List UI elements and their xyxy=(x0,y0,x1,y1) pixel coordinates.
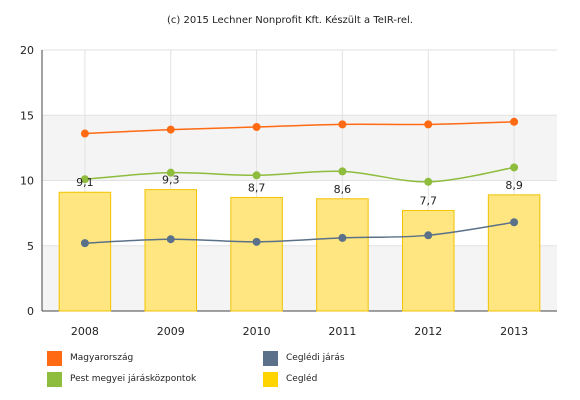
series-point xyxy=(510,163,519,172)
bar xyxy=(144,189,197,312)
y-tick-label: 20 xyxy=(20,44,34,57)
bar xyxy=(487,194,541,312)
legend-label-cegledi-jaras: Ceglédi járás xyxy=(286,353,345,363)
series-line xyxy=(84,121,515,135)
series-point xyxy=(424,231,433,240)
x-tick-label: 2009 xyxy=(157,325,185,338)
bar-data-label: 9,3 xyxy=(162,174,180,187)
series-point xyxy=(80,239,89,248)
y-tick-label: 0 xyxy=(27,305,34,318)
series-point xyxy=(80,129,89,138)
x-tick-label: 2013 xyxy=(500,325,528,338)
bar-data-label: 7,7 xyxy=(420,195,438,208)
x-tick-label: 2010 xyxy=(243,325,271,338)
series-point xyxy=(338,233,347,242)
legend-item-pest-megyei[interactable]: Pest megyei járásközpontok xyxy=(47,371,196,387)
series-point xyxy=(424,177,433,186)
x-tick-label: 2012 xyxy=(414,325,442,338)
legend-label-pest-megyei: Pest megyei járásközpontok xyxy=(70,374,197,384)
legend-item-cegled[interactable]: Cegléd xyxy=(263,371,317,387)
bar xyxy=(58,191,112,312)
bar-data-label: 8,9 xyxy=(505,179,523,192)
series-point xyxy=(338,167,347,176)
legend-label-magyarorszag: Magyarország xyxy=(70,353,134,363)
bar xyxy=(402,210,455,312)
x-tick-label: 2008 xyxy=(71,325,99,338)
bar-data-label: 9,1 xyxy=(76,176,94,189)
bar-data-label: 8,6 xyxy=(334,183,352,196)
y-tick-label: 10 xyxy=(20,175,34,188)
legend-item-magyarorszag[interactable]: Magyarország xyxy=(47,350,133,366)
series-point xyxy=(510,117,519,126)
series-point xyxy=(252,122,261,131)
legend-swatch-pest-megyei xyxy=(47,371,62,387)
series-point xyxy=(424,120,433,129)
series-line xyxy=(84,166,515,183)
series-point xyxy=(80,175,89,184)
series-point xyxy=(252,237,261,246)
series-point xyxy=(166,168,175,177)
x-tick-label: 2011 xyxy=(328,325,356,338)
grid-band xyxy=(42,245,557,311)
legend-item-cegledi-jaras[interactable]: Ceglédi járás xyxy=(263,350,345,366)
bar xyxy=(230,196,283,312)
series-point xyxy=(166,235,175,244)
legend-swatch-cegledi-jaras xyxy=(263,350,278,366)
series-line xyxy=(84,221,515,244)
bar-data-label: 8,7 xyxy=(248,181,266,194)
series-point xyxy=(166,125,175,134)
series-point xyxy=(338,120,347,129)
y-tick-label: 15 xyxy=(20,109,34,122)
legend-swatch-magyarorszag xyxy=(47,350,62,366)
legend-label-cegled: Cegléd xyxy=(286,374,318,384)
y-tick-label: 5 xyxy=(27,240,34,253)
plot-area: 0 5 10 15 20 9,1 9,3 8,7 8,6 7,7 8,9 2008 2009 2010 20… xyxy=(20,44,557,338)
legend-swatch-cegled xyxy=(263,371,278,387)
bar xyxy=(316,198,369,312)
series-point xyxy=(252,171,261,180)
chart-caption: (c) 2015 Lechner Nonprofit Kft. Készült … xyxy=(167,14,413,26)
series-point xyxy=(510,218,519,227)
